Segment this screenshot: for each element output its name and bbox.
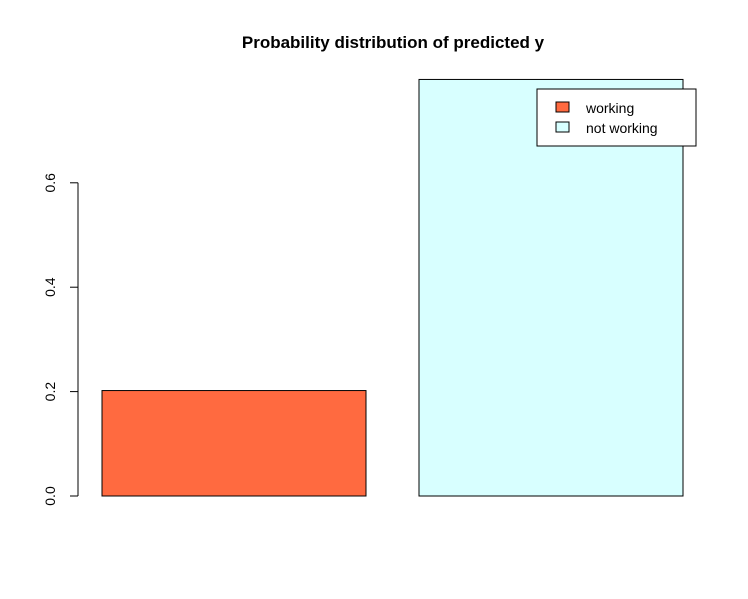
bar-working: [101, 390, 367, 497]
legend-label-not-working: not working: [586, 120, 658, 136]
y-tick-label: 0.6: [42, 173, 58, 193]
legend-label-working: working: [585, 100, 634, 116]
y-axis: 0.0 0.2 0.4 0.6: [42, 173, 79, 506]
legend-swatch-working: [555, 101, 570, 113]
bar-not-working: [418, 78, 684, 497]
y-tick-label: 0.0: [42, 486, 58, 506]
chart-title: Probability distribution of predicted y: [242, 33, 545, 52]
legend: working not working: [536, 88, 697, 147]
y-tick-label: 0.2: [42, 382, 58, 402]
legend-swatch-not-working: [555, 121, 570, 133]
y-tick-label: 0.4: [42, 277, 58, 297]
bars: [101, 78, 684, 497]
legend-box: [536, 88, 697, 147]
